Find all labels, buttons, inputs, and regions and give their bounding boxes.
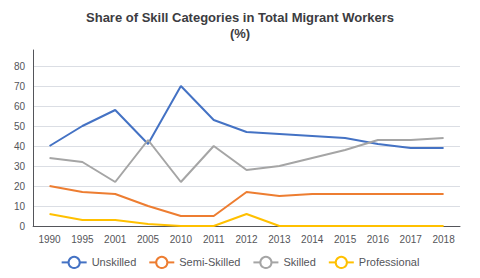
svg-text:Professional: Professional	[359, 256, 420, 268]
svg-text:60: 60	[14, 101, 26, 112]
svg-text:2012: 2012	[235, 234, 258, 245]
svg-text:Semi-Skilled: Semi-Skilled	[179, 256, 240, 268]
svg-text:2010: 2010	[170, 234, 193, 245]
svg-text:2015: 2015	[334, 234, 357, 245]
svg-text:2013: 2013	[268, 234, 291, 245]
svg-text:Skilled: Skilled	[283, 256, 315, 268]
svg-text:40: 40	[14, 141, 26, 152]
svg-text:2016: 2016	[367, 234, 390, 245]
svg-text:1990: 1990	[38, 234, 61, 245]
svg-text:2017: 2017	[400, 234, 423, 245]
svg-text:2011: 2011	[203, 234, 225, 245]
svg-text:2005: 2005	[137, 234, 160, 245]
svg-text:2014: 2014	[301, 234, 324, 245]
svg-text:30: 30	[14, 161, 26, 172]
svg-text:80: 80	[14, 61, 26, 72]
svg-text:0: 0	[20, 221, 26, 232]
svg-text:2018: 2018	[432, 234, 455, 245]
svg-text:50: 50	[14, 121, 26, 132]
svg-text:10: 10	[14, 201, 26, 212]
svg-text:70: 70	[14, 81, 26, 92]
svg-text:20: 20	[14, 181, 26, 192]
svg-text:Share of Skill Categories in T: Share of Skill Categories in Total Migra…	[86, 10, 394, 25]
svg-text:2001: 2001	[104, 234, 127, 245]
svg-text:1995: 1995	[71, 234, 94, 245]
svg-text:Unskilled: Unskilled	[92, 256, 137, 268]
svg-text:(%): (%)	[230, 26, 250, 41]
